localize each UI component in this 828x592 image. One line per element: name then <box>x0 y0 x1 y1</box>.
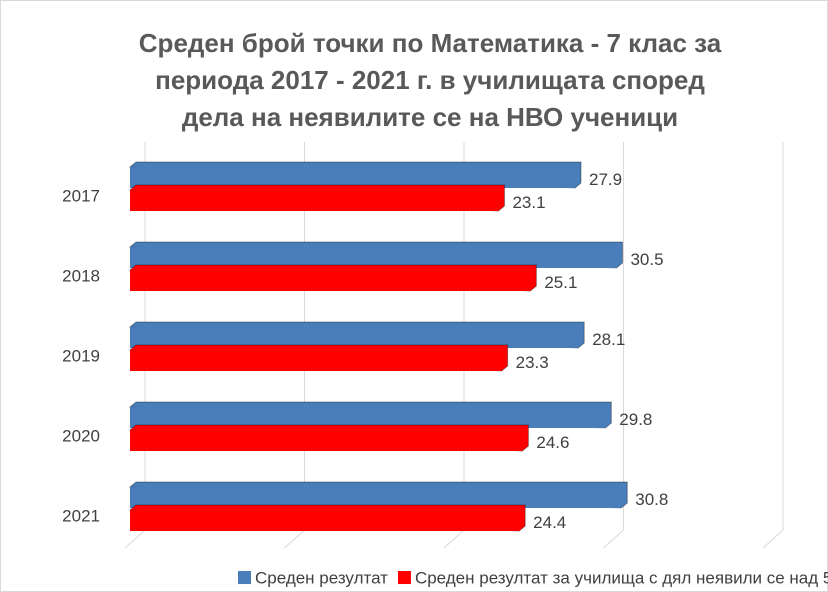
legend-swatch <box>397 571 411 584</box>
grid-floor <box>762 529 784 549</box>
bar <box>130 190 499 211</box>
value-label: 24.4 <box>533 513 566 532</box>
grid-floor <box>603 529 624 549</box>
value-label: 25.1 <box>544 273 577 292</box>
y-tick-label: 2017 <box>62 186 100 205</box>
chart-title: Среден брой точки по Математика - 7 клас… <box>139 28 722 58</box>
legend-swatch <box>238 571 251 584</box>
bar <box>130 407 606 428</box>
bar <box>130 510 520 531</box>
bar <box>130 270 531 291</box>
y-tick-label: 2019 <box>62 346 100 365</box>
chart-title: периода 2017 - 2021 г. в училищата споре… <box>155 65 705 95</box>
bar <box>130 327 579 348</box>
grid-floor <box>443 529 465 549</box>
value-label: 29.8 <box>619 410 652 429</box>
y-tick-label: 2020 <box>62 426 100 445</box>
value-label: 24.6 <box>536 433 569 452</box>
legend-label: Среден резултат за училища с дял неявили… <box>415 568 828 587</box>
value-label: 27.9 <box>589 170 622 189</box>
chart-title: дела на неявилите се на НВО ученици <box>182 102 678 132</box>
bar <box>130 350 502 371</box>
bar <box>130 247 617 268</box>
bar <box>130 167 576 188</box>
y-tick-label: 2021 <box>62 506 100 525</box>
value-label: 30.5 <box>630 250 663 269</box>
value-label: 23.3 <box>516 353 549 372</box>
bar <box>130 487 622 508</box>
grid-floor <box>284 529 305 549</box>
value-label: 23.1 <box>512 193 545 212</box>
value-label: 30.8 <box>635 490 668 509</box>
y-tick-label: 2018 <box>62 266 100 285</box>
grid-floor <box>124 529 146 549</box>
legend-label: Среден резултат <box>255 568 388 587</box>
bar <box>130 430 523 451</box>
value-label: 28.1 <box>592 330 625 349</box>
